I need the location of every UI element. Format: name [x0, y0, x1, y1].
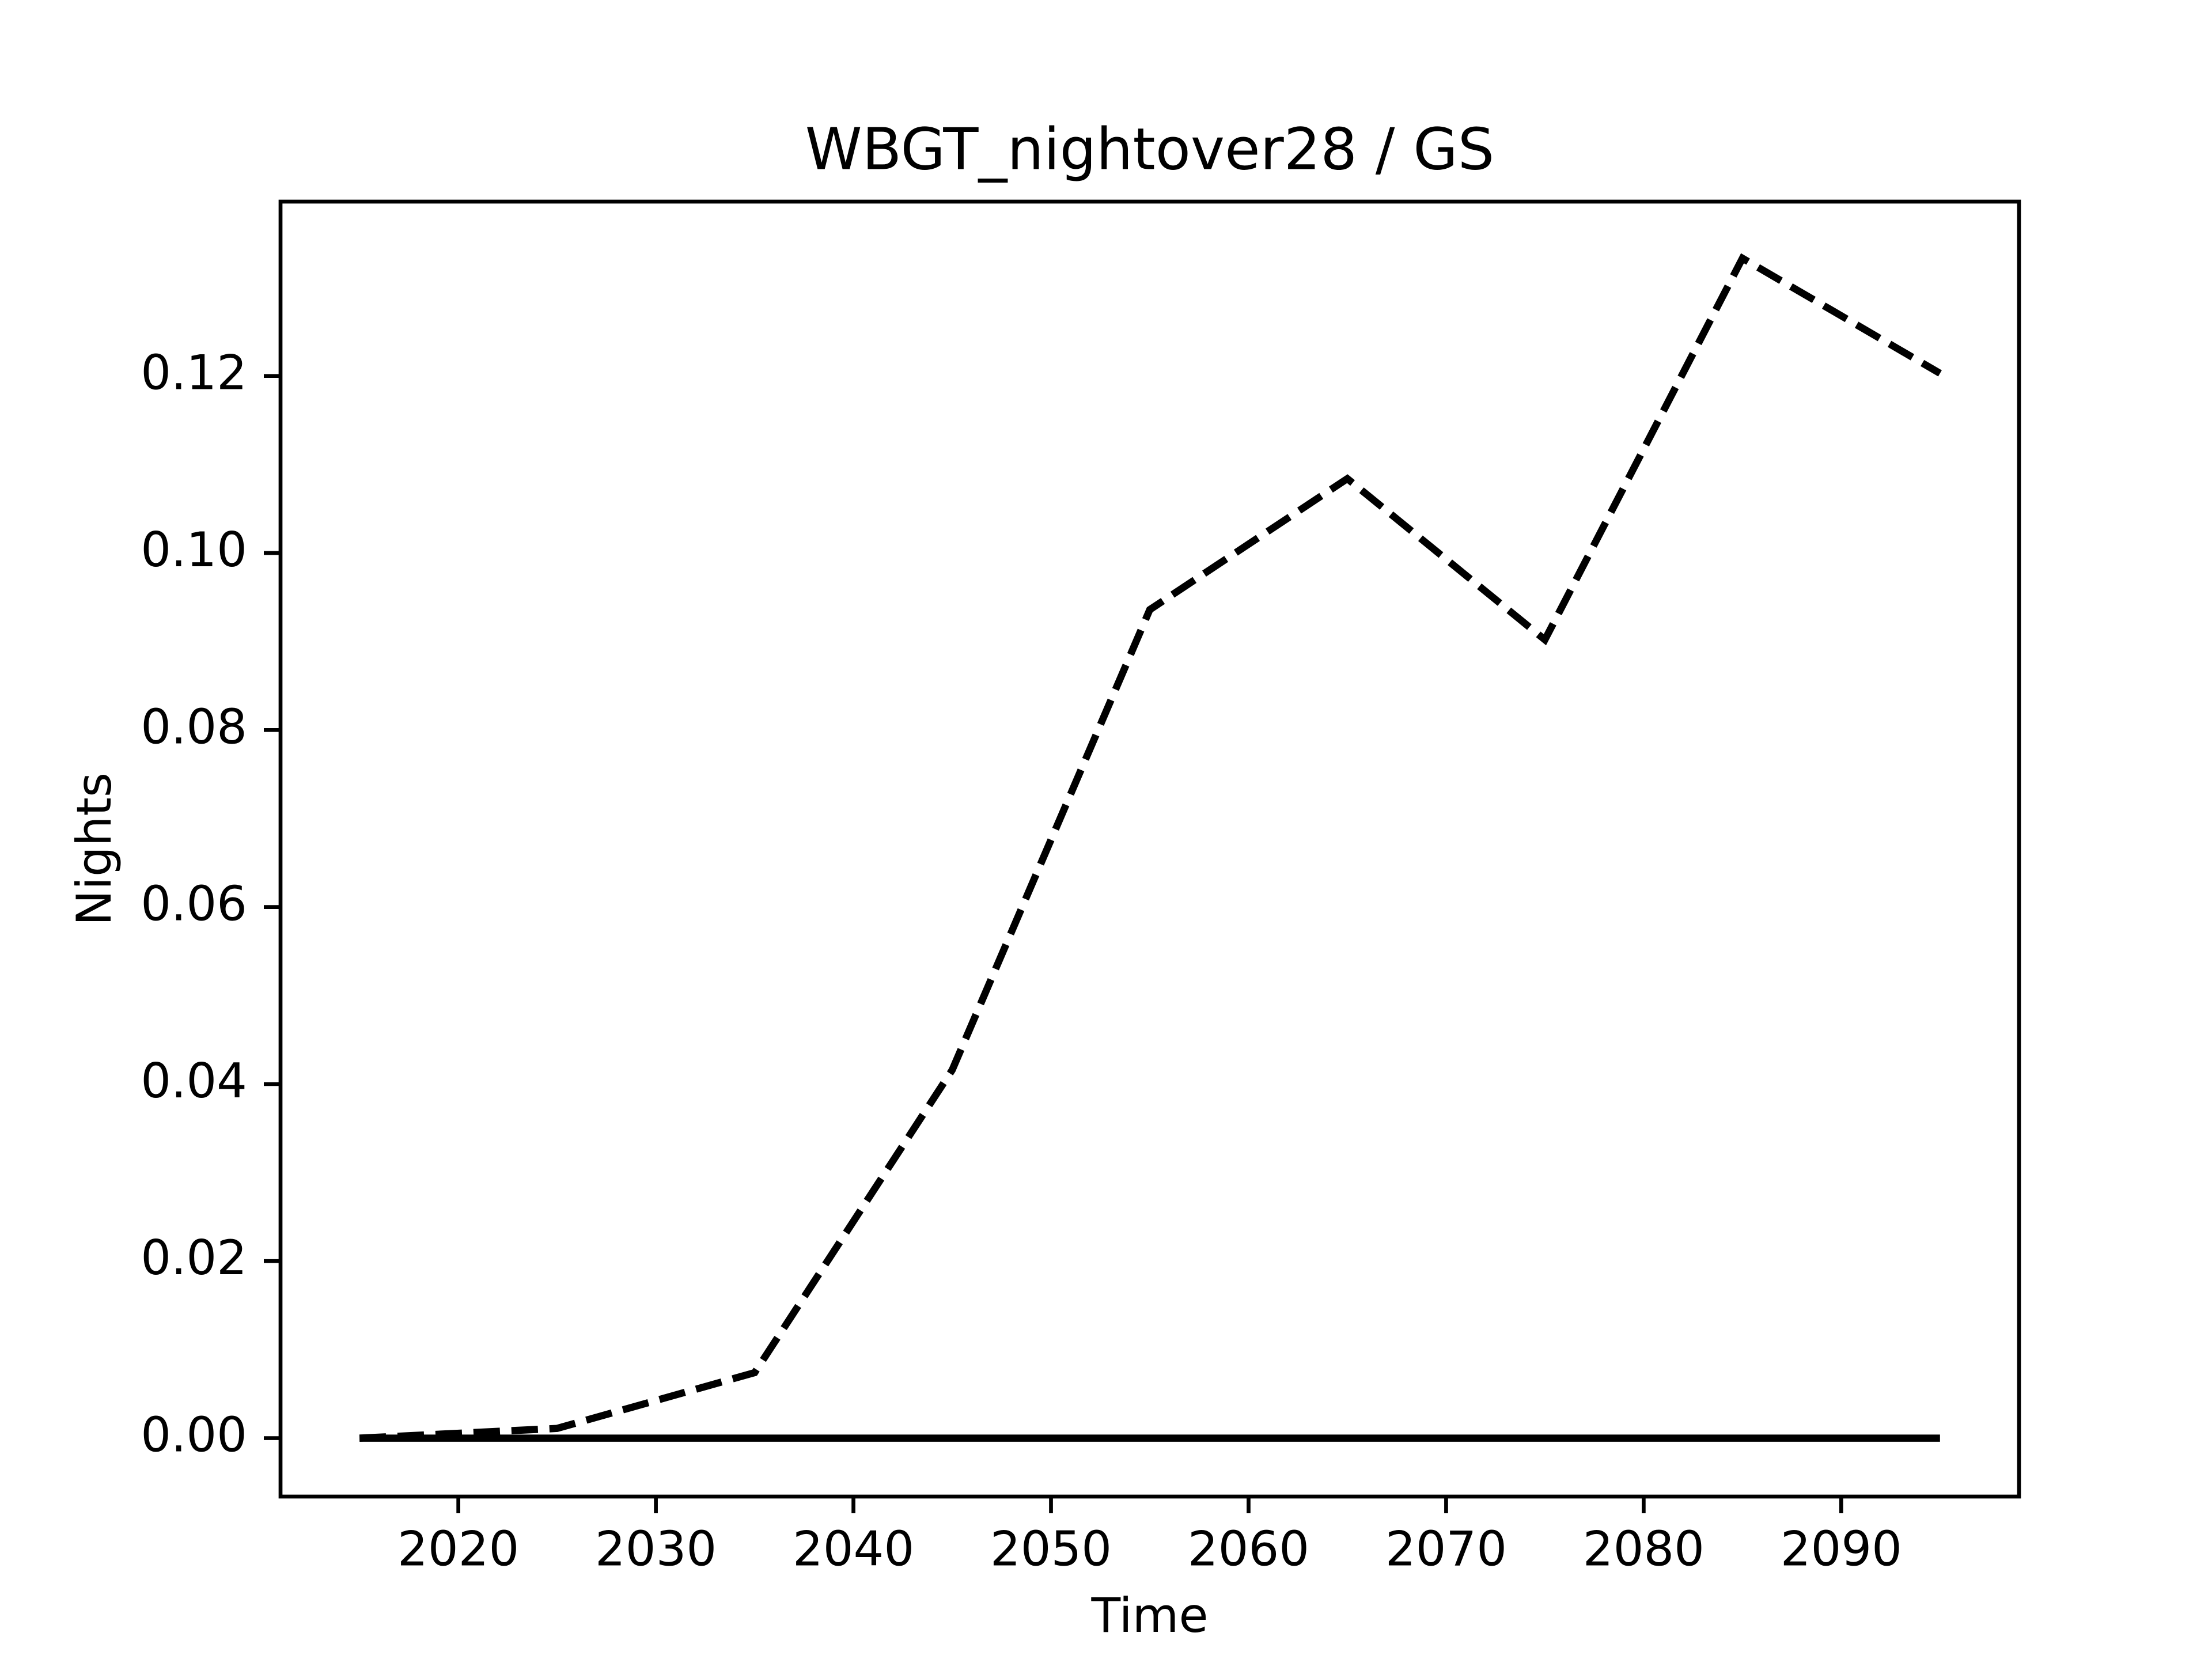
- x-tick-label: 2080: [1583, 1521, 1705, 1577]
- x-tick-label: 2040: [793, 1521, 914, 1577]
- x-tick-label: 2030: [595, 1521, 717, 1577]
- y-tick-label: 0.00: [141, 1407, 247, 1463]
- x-tick-label: 2060: [1188, 1521, 1309, 1577]
- x-tick-label: 2090: [1781, 1521, 1902, 1577]
- y-axis-label: Nights: [66, 772, 122, 926]
- plot-frame: [278, 199, 2021, 1499]
- y-tick-label: 0.06: [141, 876, 247, 932]
- y-tick-label: 0.02: [141, 1230, 247, 1286]
- x-axis-label: Time: [1090, 1588, 1208, 1643]
- x-tick-label: 2050: [990, 1521, 1112, 1577]
- y-tick-label: 0.08: [141, 699, 247, 755]
- chart-title: WBGT_nightover28 / GS: [805, 115, 1494, 183]
- y-tick-label: 0.10: [141, 522, 247, 578]
- line-series: [359, 253, 1942, 1442]
- x-tick-label: 2070: [1385, 1521, 1507, 1577]
- y-tick-label: 0.04: [141, 1053, 247, 1109]
- y-tick-label: 0.12: [141, 345, 247, 401]
- x-tick-label: 2020: [397, 1521, 519, 1577]
